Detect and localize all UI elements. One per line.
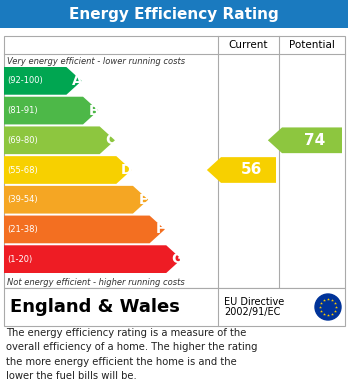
Polygon shape bbox=[207, 157, 276, 183]
Text: Not energy efficient - higher running costs: Not energy efficient - higher running co… bbox=[7, 278, 185, 287]
Polygon shape bbox=[4, 215, 165, 243]
Bar bbox=[4, 288, 345, 326]
Text: (39-54): (39-54) bbox=[7, 195, 38, 204]
Text: EU Directive: EU Directive bbox=[224, 297, 284, 307]
Bar bbox=[0, 0, 348, 28]
Text: Potential: Potential bbox=[289, 40, 335, 50]
Text: (21-38): (21-38) bbox=[7, 225, 38, 234]
Polygon shape bbox=[4, 186, 148, 213]
Text: England & Wales: England & Wales bbox=[10, 298, 180, 316]
Text: A: A bbox=[72, 74, 82, 88]
Text: E: E bbox=[139, 193, 148, 207]
Text: D: D bbox=[121, 163, 133, 177]
Text: G: G bbox=[171, 252, 183, 266]
Text: C: C bbox=[105, 133, 116, 147]
Polygon shape bbox=[4, 156, 132, 184]
Text: (69-80): (69-80) bbox=[7, 136, 38, 145]
Text: 56: 56 bbox=[240, 163, 262, 178]
Polygon shape bbox=[268, 127, 342, 153]
Text: Very energy efficient - lower running costs: Very energy efficient - lower running co… bbox=[7, 57, 185, 66]
Text: B: B bbox=[88, 104, 99, 118]
Text: F: F bbox=[156, 222, 165, 237]
Text: (55-68): (55-68) bbox=[7, 165, 38, 174]
Polygon shape bbox=[4, 67, 82, 95]
Text: 74: 74 bbox=[304, 133, 325, 148]
Polygon shape bbox=[4, 245, 182, 273]
Text: Energy Efficiency Rating: Energy Efficiency Rating bbox=[69, 7, 279, 22]
Text: (92-100): (92-100) bbox=[7, 76, 43, 85]
Text: Current: Current bbox=[229, 40, 268, 50]
Text: 2002/91/EC: 2002/91/EC bbox=[224, 307, 280, 317]
Text: (81-91): (81-91) bbox=[7, 106, 38, 115]
Polygon shape bbox=[4, 97, 98, 124]
Circle shape bbox=[315, 294, 341, 320]
Text: The energy efficiency rating is a measure of the
overall efficiency of a home. T: The energy efficiency rating is a measur… bbox=[6, 328, 258, 381]
Polygon shape bbox=[4, 126, 115, 154]
Text: (1-20): (1-20) bbox=[7, 255, 32, 264]
Bar bbox=[4, 36, 345, 288]
